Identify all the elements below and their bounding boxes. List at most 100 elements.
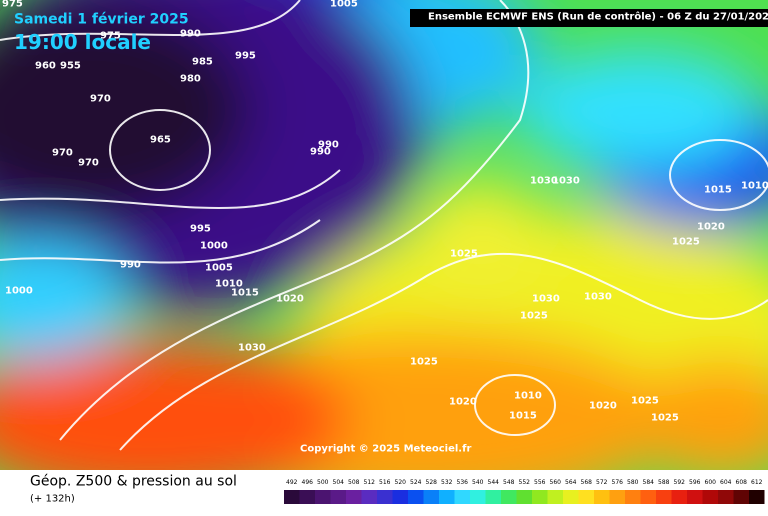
legend-swatch [330,490,346,504]
legend-label: 584 [643,479,655,486]
isobar-label: 1000 [5,285,33,296]
legend-swatch [563,490,579,504]
date: Samedi 1 février 2025 [14,12,189,28]
legend-swatch [315,490,331,504]
legend-label: 564 [565,479,577,486]
isobar-label: 1005 [330,0,358,9]
isobar-label: 990 [120,259,141,270]
legend-swatch [408,490,424,504]
isobar-label: 960 [35,60,56,71]
isobar-label: 970 [78,157,99,168]
legend-swatch [578,490,594,504]
legend-label: 592 [674,479,686,486]
isobar-label: 1010 [741,180,768,191]
isobar-label: 1025 [410,356,438,367]
legend-label: 512 [364,479,376,486]
isobar-label: 1015 [509,410,537,421]
legend-swatch [702,490,718,504]
isobar-label: 1010 [514,390,542,401]
legend-swatch [454,490,470,504]
legend-label: 544 [488,479,500,486]
legend-swatch [377,490,393,504]
isobar-label: 1030 [552,175,580,186]
isobar-label: 995 [190,223,211,234]
legend-label: 580 [627,479,639,486]
legend-label: 604 [720,479,732,486]
legend-label: 536 [457,479,469,486]
isobar-label: 1005 [205,262,233,273]
legend-swatch [501,490,517,504]
isobar-label: 1025 [520,310,548,321]
legend-swatch [470,490,486,504]
legend-swatch [361,490,377,504]
isobar-label: 1000 [200,240,228,251]
isobar-label: 1020 [276,293,304,304]
legend-swatch [439,490,455,504]
legend-swatch [594,490,610,504]
isobar-label: 1010 [215,278,243,289]
legend-swatch [733,490,749,504]
legend-swatch [547,490,563,504]
color-legend: 492 496 500 504 508 512 516 520 524 528 532 536 540 5… [284,479,765,504]
isobar-label: 955 [60,60,81,71]
legend-swatch [423,490,439,504]
isobar-labels: 1005 975 990 975 960 955 985 995 980 970 965 970 970… [2,0,768,423]
legend-swatch [749,490,765,504]
isobar-label: 1030 [238,342,266,353]
legend-swatch [299,490,315,504]
isobar-label: 1020 [697,221,725,232]
isobar-label: 1030 [530,175,558,186]
legend-label: 524 [410,479,422,486]
legend-label: 572 [596,479,608,486]
copyright: Copyright © 2025 Meteociel.fr [300,443,471,454]
legend-label: 608 [736,479,748,486]
isobar-label: 1030 [532,293,560,304]
legend-swatch [671,490,687,504]
isobar-label: 1025 [631,395,659,406]
legend-label: 600 [705,479,717,486]
run-info: Ensemble ECMWF ENS (Run de contrôle) - 0… [428,10,768,22]
isobar-label: 980 [180,73,201,84]
legend-label: 492 [286,479,298,486]
legend-swatch [656,490,672,504]
legend-label: 508 [348,479,360,486]
legend-label: 552 [519,479,531,486]
legend-swatch [346,490,362,504]
legend-label: 496 [302,479,314,486]
legend-label: 588 [658,479,670,486]
legend-label: 548 [503,479,515,486]
isobar-label: 1015 [704,184,732,195]
legend-label: 516 [379,479,391,486]
isobar-label: 1025 [450,248,478,259]
isobar-label: 975 [2,0,23,9]
isobar-label: 1015 [231,287,259,298]
legend-swatch [392,490,408,504]
isobar-label: 970 [90,93,111,104]
isobar-label: 970 [52,147,73,158]
legend-swatch [687,490,703,504]
time: 19:00 locale [14,30,151,54]
footer-title: Géop. Z500 & pression au sol [30,474,237,490]
legend-label: 556 [534,479,546,486]
legend-label: 560 [550,479,562,486]
legend-swatch [625,490,641,504]
legend-swatch [609,490,625,504]
run-banner [410,9,768,27]
isobar-label: 1030 [584,291,612,302]
legend-label: 596 [689,479,701,486]
legend-label: 520 [395,479,407,486]
legend-label: 528 [426,479,438,486]
legend-swatch [532,490,548,504]
legend-swatch [516,490,532,504]
isobar-label: 1025 [672,236,700,247]
isobar-label: 965 [150,134,171,145]
isobar-label: 990 [310,146,331,157]
isobar-label: 1025 [651,412,679,423]
legend-swatch [485,490,501,504]
isobar-label: 990 [180,28,201,39]
isobar-label: 1020 [589,400,617,411]
legend-label: 568 [581,479,593,486]
